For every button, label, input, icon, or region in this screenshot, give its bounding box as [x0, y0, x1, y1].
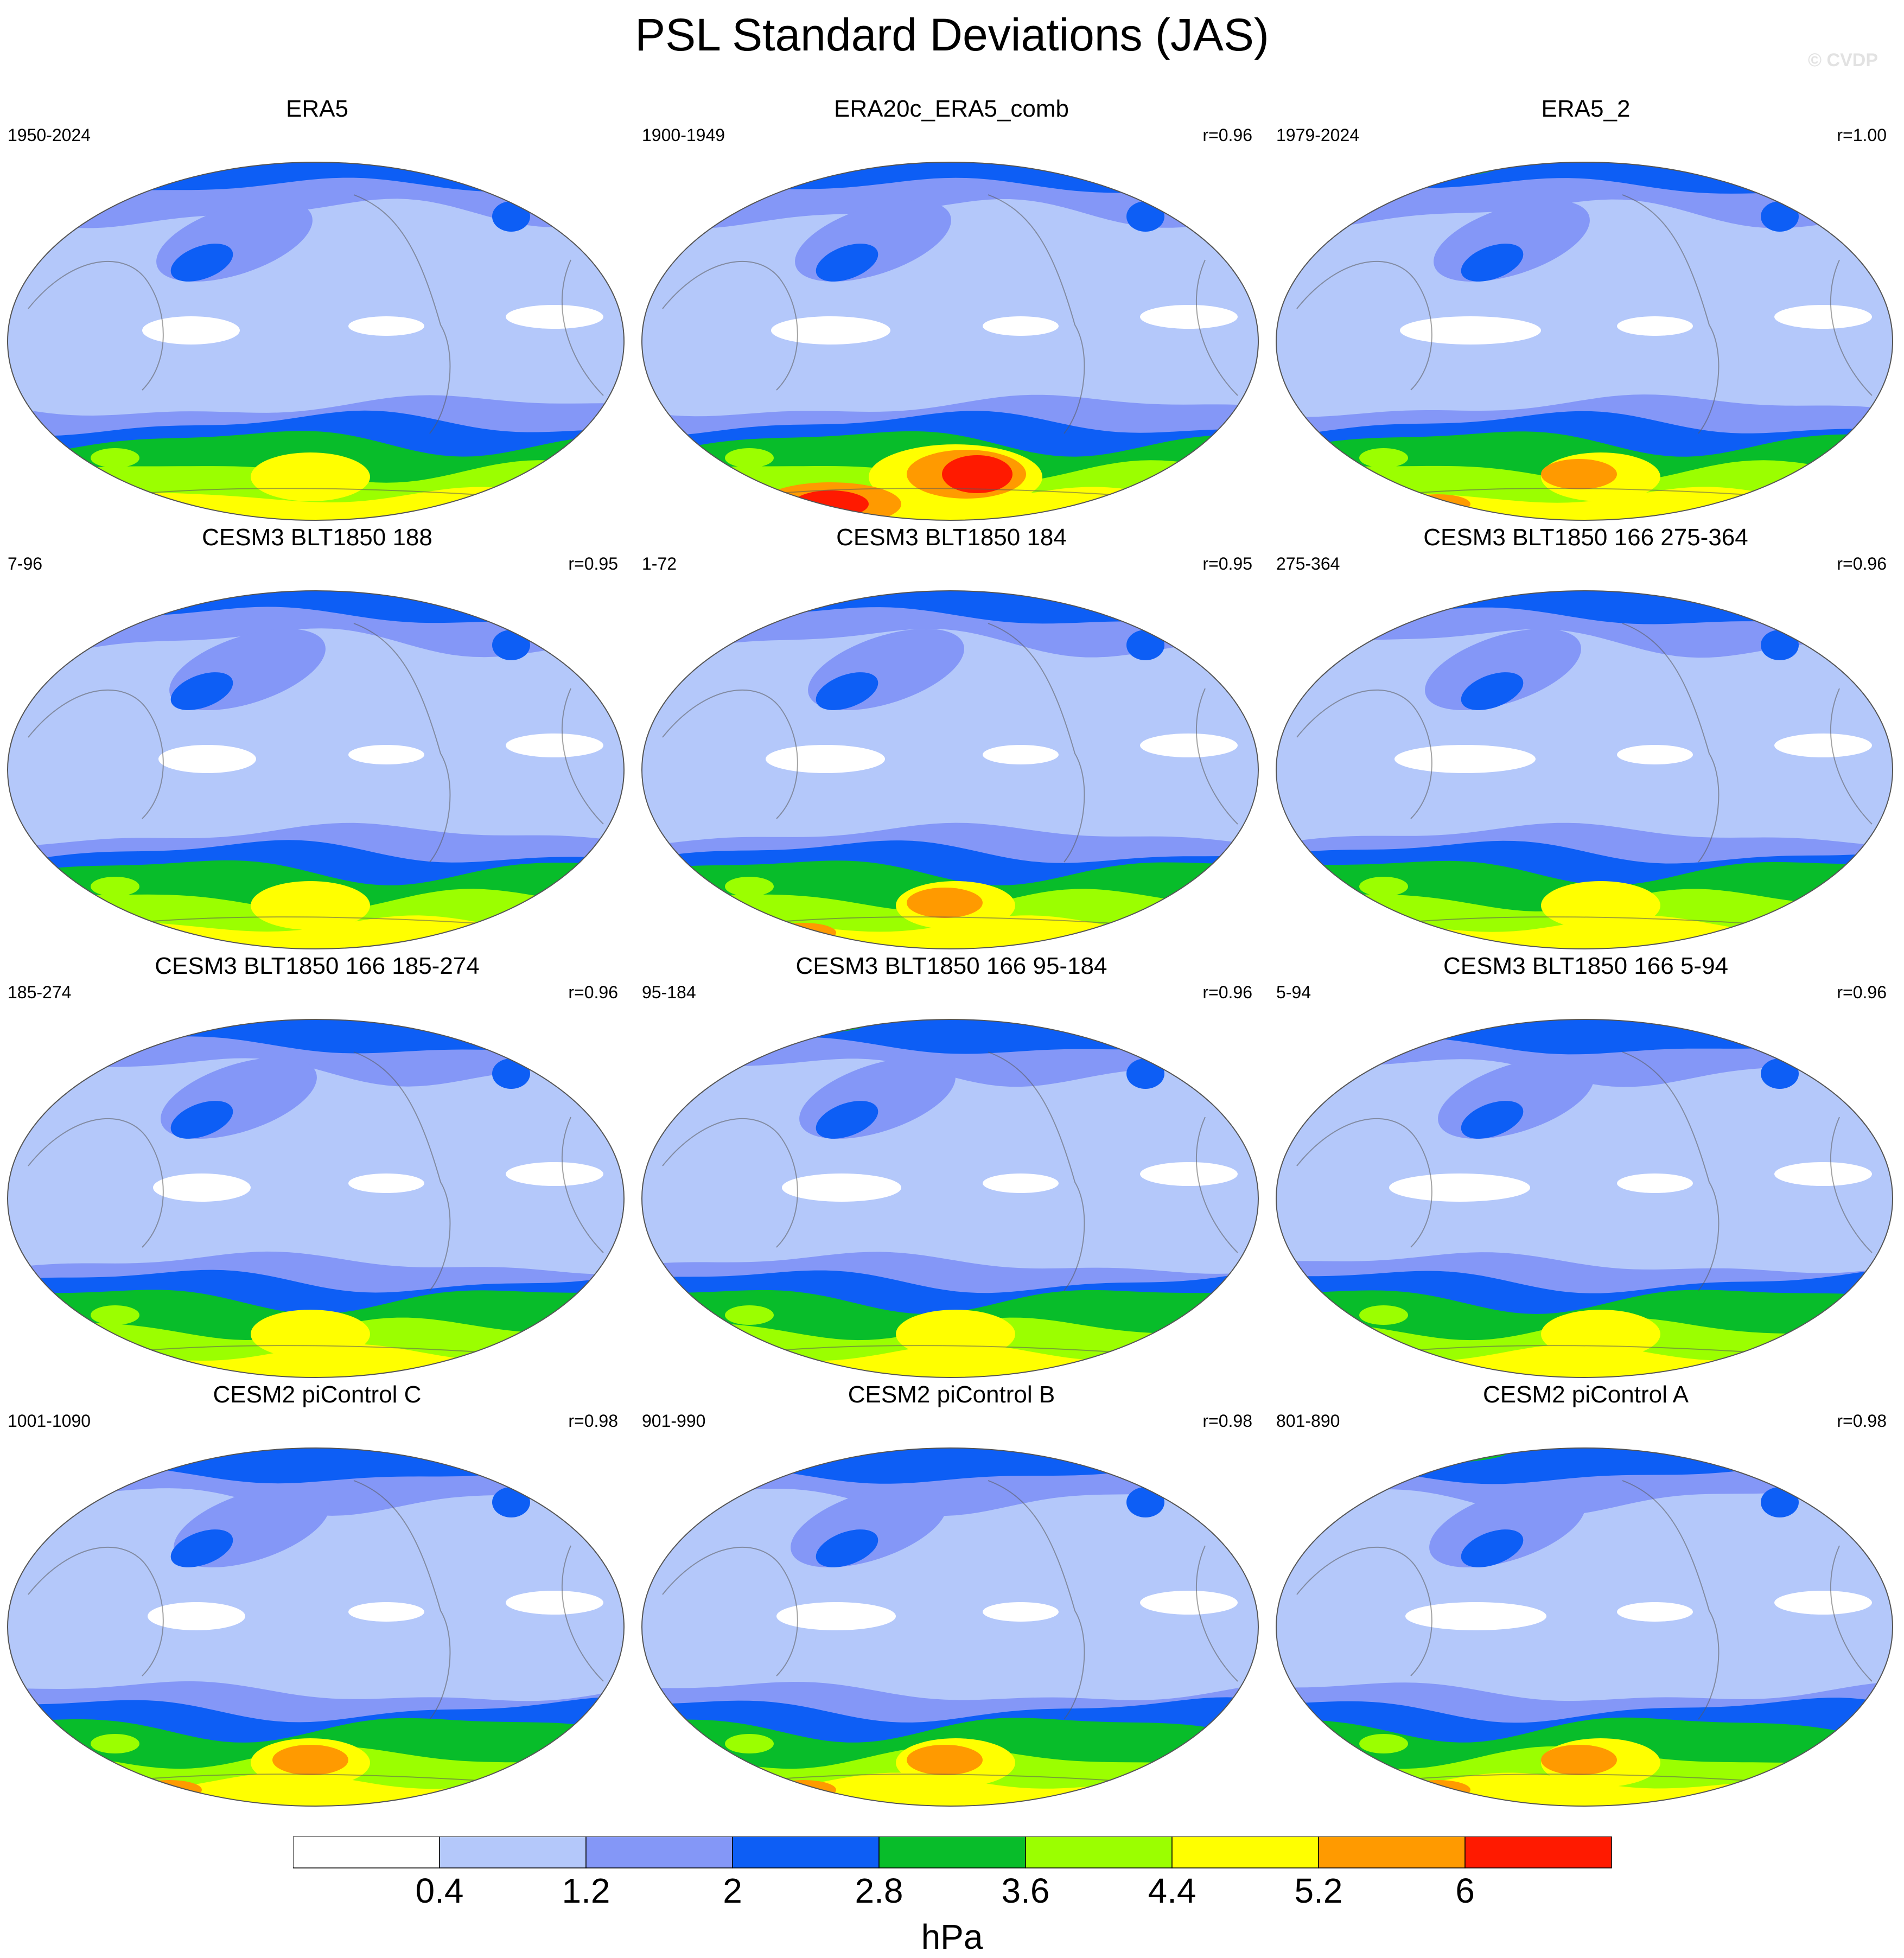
- colorbar-swatch: [1464, 1836, 1612, 1868]
- colorbar: 0.4 1.2 2 2.8 3.6 4.4 5.2 6: [293, 1836, 1612, 1910]
- contour-map: [641, 1019, 1259, 1378]
- map-panel: ERA5_2 1979-2024 r=1.00: [1269, 95, 1903, 524]
- arctic-green-region: [695, 591, 847, 607]
- panel-period-label: 901-990: [642, 1411, 706, 1431]
- contour-map: [1276, 1447, 1893, 1807]
- map-panel: CESM3 BLT1850 166 275-364 275-364 r=0.96: [1269, 524, 1903, 952]
- colorbar-tick-label: 6: [1455, 1871, 1475, 1910]
- panel-correlation-label: r=0.96: [1837, 554, 1887, 573]
- panel-title: ERA5_2: [1541, 95, 1631, 122]
- map-panel: CESM2 piControl B 901-990 r=0.98: [634, 1381, 1269, 1809]
- map-panel: CESM3 BLT1850 166 95-184 95-184 r=0.96: [634, 952, 1269, 1381]
- colorbar-tick-label: 2.8: [855, 1871, 903, 1910]
- colorbar-swatch: [439, 1836, 587, 1868]
- colorbar-swatch: [585, 1836, 733, 1868]
- arctic-green-region: [1335, 1019, 1487, 1036]
- map-panel: CESM3 BLT1850 166 185-274 185-274 r=0.96: [0, 952, 634, 1381]
- colorbar-tick-label: 5.2: [1295, 1871, 1343, 1910]
- panel-title: CESM3 BLT1850 188: [202, 524, 432, 551]
- panel-correlation-label: r=0.95: [568, 554, 618, 573]
- panel-title: ERA5: [286, 95, 348, 122]
- map-panel: CESM3 BLT1850 188 7-96 r=0.95: [0, 524, 634, 952]
- arctic-green-region: [31, 591, 232, 607]
- panel-correlation-label: r=0.96: [1202, 125, 1252, 145]
- panel-period-label: 5-94: [1276, 983, 1311, 1002]
- contour-map: [7, 1447, 625, 1807]
- arctic-green-region: [55, 162, 207, 178]
- map-panel: ERA20c_ERA5_comb 1900-1949 r=0.96: [634, 95, 1269, 524]
- colorbar-tick-label: 0.4: [416, 1871, 464, 1910]
- contour-map: [641, 590, 1259, 949]
- figure-title: PSL Standard Deviations (JAS): [635, 9, 1269, 60]
- panel-correlation-label: r=0.98: [1837, 1411, 1887, 1431]
- panel-title: CESM3 BLT1850 166 5-94: [1443, 953, 1729, 979]
- panel-correlation-label: r=0.96: [568, 983, 618, 1002]
- panel-correlation-label: r=0.96: [1202, 983, 1252, 1002]
- map-panel: CESM2 piControl C 1001-1090 r=0.98: [0, 1381, 634, 1809]
- panel-period-label: 1979-2024: [1276, 125, 1360, 145]
- arctic-green-region: [39, 1019, 224, 1036]
- panel-period-label: 1900-1949: [642, 125, 725, 145]
- colorbar-swatch: [1171, 1836, 1319, 1868]
- panel-period-label: 7-96: [8, 554, 43, 573]
- colorbar-tick-label: 4.4: [1148, 1871, 1196, 1910]
- panel-period-label: 801-890: [1276, 1411, 1340, 1431]
- panel-title: CESM3 BLT1850 184: [836, 524, 1067, 551]
- map-panel: CESM3 BLT1850 184 1-72 r=0.95: [634, 524, 1269, 952]
- contour-map: [7, 590, 625, 949]
- colorbar-tick-label: 1.2: [562, 1871, 610, 1910]
- arctic-green-region: [47, 1448, 215, 1464]
- panel-title: CESM2 piControl C: [213, 1381, 422, 1408]
- colorbar-swatch: [1025, 1836, 1173, 1868]
- contour-map: [641, 162, 1259, 521]
- contour-map: [1276, 162, 1893, 521]
- panel-title: CESM3 BLT1850 166 275-364: [1423, 524, 1748, 551]
- panel-title: CESM2 piControl A: [1482, 1381, 1689, 1408]
- colorbar-swatch: [293, 1836, 440, 1868]
- colorbar-swatch: [878, 1836, 1026, 1868]
- arctic-green-region: [679, 1448, 863, 1464]
- panel-period-label: 1950-2024: [8, 125, 91, 145]
- map-panel: ERA5 1950-2024: [0, 95, 634, 524]
- map-panel: CESM2 piControl A 801-890 r=0.98: [1269, 1381, 1903, 1809]
- panel-correlation-label: r=0.95: [1202, 554, 1252, 573]
- map-panel: CESM3 BLT1850 166 5-94 5-94 r=0.96: [1269, 952, 1903, 1381]
- arctic-green-region: [1327, 591, 1495, 607]
- arctic-green-region: [687, 162, 855, 178]
- colorbar-swatch: [1318, 1836, 1466, 1868]
- contour-map: [641, 1447, 1259, 1807]
- panel-correlation-label: r=0.98: [568, 1411, 618, 1431]
- contour-map: [7, 162, 625, 521]
- colorbar-tick-label: 3.6: [1002, 1871, 1050, 1910]
- panel-period-label: 1-72: [642, 554, 677, 573]
- panel-title: CESM3 BLT1850 166 95-184: [795, 953, 1107, 979]
- panel-title: ERA20c_ERA5_comb: [834, 95, 1069, 122]
- contour-map: [1276, 1019, 1893, 1378]
- panel-period-label: 185-274: [8, 983, 72, 1002]
- copyright-watermark: © CVDP: [1808, 50, 1878, 71]
- contour-map: [7, 1019, 625, 1378]
- panel-title: CESM3 BLT1850 166 185-274: [155, 953, 480, 979]
- colorbar-units: hPa: [921, 1917, 983, 1956]
- arctic-green-region: [1310, 1448, 1511, 1464]
- panel-period-label: 1001-1090: [8, 1411, 91, 1431]
- panel-correlation-label: r=1.00: [1837, 125, 1887, 145]
- contour-map: [1276, 590, 1893, 949]
- panel-period-label: 275-364: [1276, 554, 1340, 573]
- panel-title: CESM2 piControl B: [848, 1381, 1055, 1408]
- colorbar-tick-label: 2: [723, 1871, 742, 1910]
- panel-period-label: 95-184: [642, 983, 696, 1002]
- panel-correlation-label: r=0.96: [1837, 983, 1887, 1002]
- panel-correlation-label: r=0.98: [1202, 1411, 1252, 1431]
- colorbar-swatch: [732, 1836, 880, 1868]
